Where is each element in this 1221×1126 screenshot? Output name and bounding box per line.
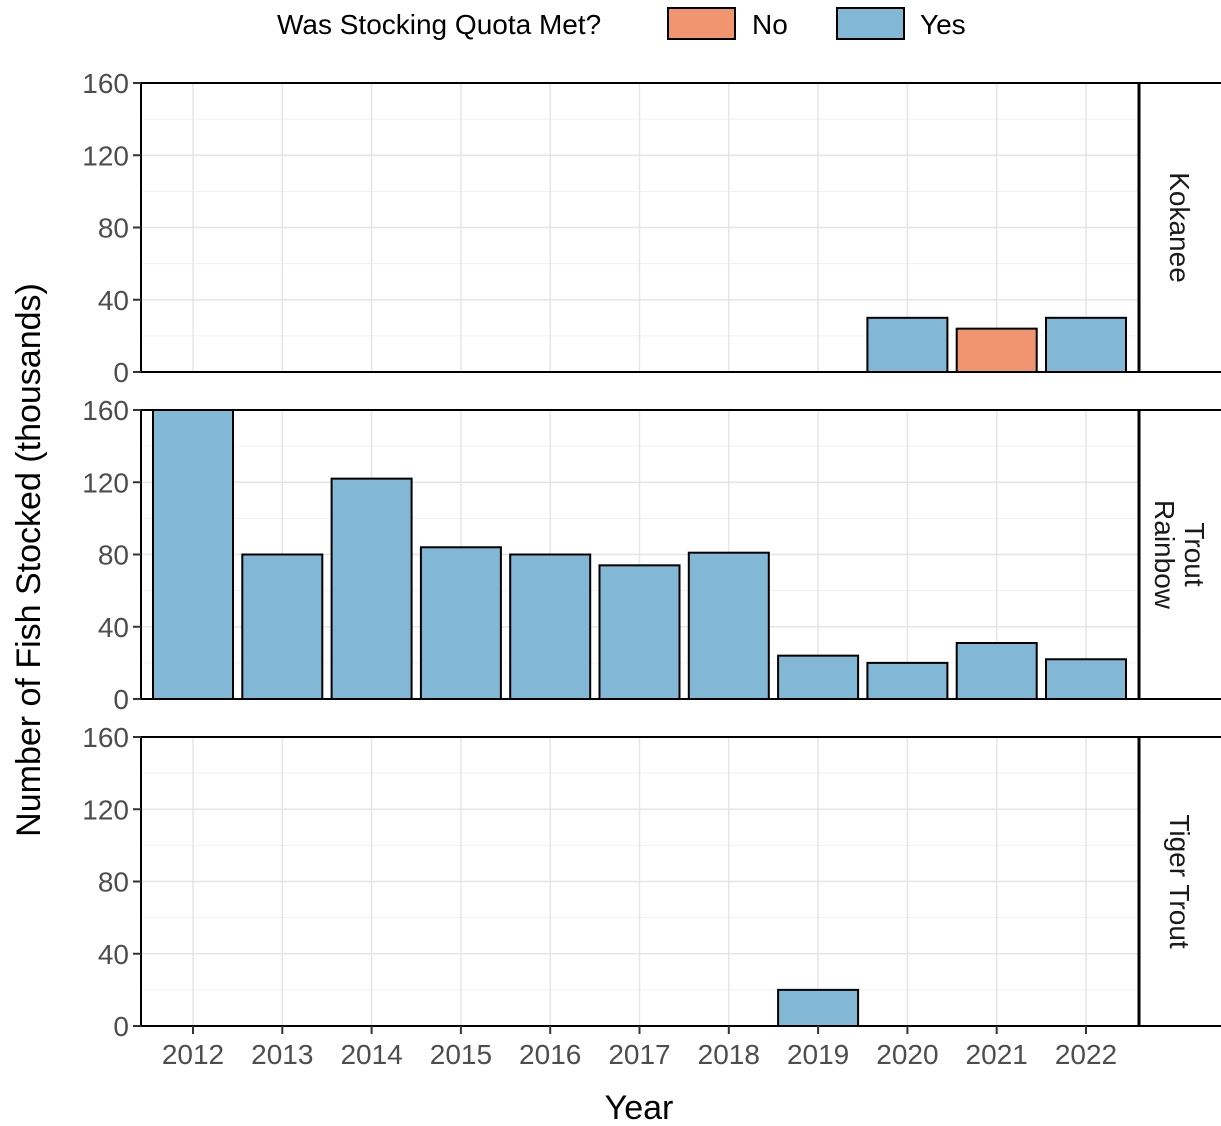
legend-label-no: No: [752, 9, 788, 40]
bar-2014: [330, 477, 413, 701]
y-tick-label: 40: [98, 612, 129, 643]
bar-2013: [241, 553, 324, 700]
x-axis: 2012 2013 2014 2015 2016 2017 2018 2019 2020 2021…: [162, 1026, 1117, 1070]
strip-label: Tiger Trout: [1164, 814, 1195, 949]
y-tick-label: 0: [113, 684, 129, 715]
strip-label: RainbowTrout: [1149, 500, 1210, 610]
x-tick-label-2012: 2012: [162, 1039, 224, 1070]
y-tick-label: 160: [82, 68, 129, 99]
legend-label-yes: Yes: [920, 9, 966, 40]
legend: Was Stocking Quota Met? No Yes: [277, 7, 966, 40]
y-axis-title: Number of Fish Stocked (thousands): [10, 283, 48, 837]
bar-2018: [687, 551, 770, 700]
bar-2012: [152, 409, 234, 700]
panel-0: 0 40 80 120 160 Kokanee: [82, 68, 1221, 388]
panel-1: 0 40 80 120 160 RainbowTrout: [82, 395, 1221, 715]
panel-2: 0 40 80 120 160 Tiger Trout: [82, 722, 1221, 1042]
bar-2016: [509, 553, 592, 700]
panels: 0 40 80 120 160 Kokanee 0 40 80 120 160 RainbowTrou…: [82, 68, 1221, 1042]
y-tick-label: 0: [113, 1011, 129, 1042]
x-tick-label-2021: 2021: [966, 1039, 1028, 1070]
legend-key-no: [667, 7, 736, 40]
strip-label-line: Rainbow: [1149, 500, 1180, 610]
x-tick-label-2018: 2018: [698, 1039, 760, 1070]
y-tick-label: 40: [98, 285, 129, 316]
bar-2020: [866, 316, 949, 373]
bar-2019: [777, 988, 860, 1027]
strip-label: Kokanee: [1164, 172, 1195, 283]
x-tick-label-2015: 2015: [430, 1039, 492, 1070]
y-tick-label: 160: [82, 722, 129, 753]
bar-2015: [419, 546, 502, 701]
y-tick-label: 0: [113, 357, 129, 388]
y-tick-label: 80: [98, 540, 129, 571]
x-tick-label-2014: 2014: [340, 1039, 402, 1070]
x-tick-label-2016: 2016: [519, 1039, 581, 1070]
x-tick-label-2022: 2022: [1055, 1039, 1117, 1070]
legend-key-yes: [836, 7, 905, 40]
x-tick-label-2013: 2013: [251, 1039, 313, 1070]
y-tick-label: 160: [82, 395, 129, 426]
y-tick-label: 80: [98, 213, 129, 244]
x-tick-label-2017: 2017: [608, 1039, 670, 1070]
legend-items: No Yes: [667, 7, 966, 40]
strip-label-line: Kokanee: [1164, 172, 1195, 283]
bar-2021: [955, 642, 1038, 700]
x-axis-title: Year: [605, 1089, 674, 1126]
strip-label-line: Trout: [1179, 522, 1210, 587]
y-tick-label: 80: [98, 867, 129, 898]
strip-label-line: Tiger Trout: [1164, 814, 1195, 949]
bar-2021: [955, 327, 1038, 373]
x-tick-label-2019: 2019: [787, 1039, 849, 1070]
legend-title: Was Stocking Quota Met?: [277, 9, 601, 40]
bar-2020: [866, 661, 949, 700]
bar-2017: [598, 564, 681, 701]
y-tick-label: 40: [98, 939, 129, 970]
y-tick-label: 120: [82, 140, 129, 171]
bar-2019: [777, 654, 860, 701]
y-tick-label: 120: [82, 467, 129, 498]
bar-2022: [1045, 316, 1127, 373]
bar-2022: [1045, 658, 1127, 701]
x-tick-label-2020: 2020: [876, 1039, 938, 1070]
y-tick-label: 120: [82, 794, 129, 825]
